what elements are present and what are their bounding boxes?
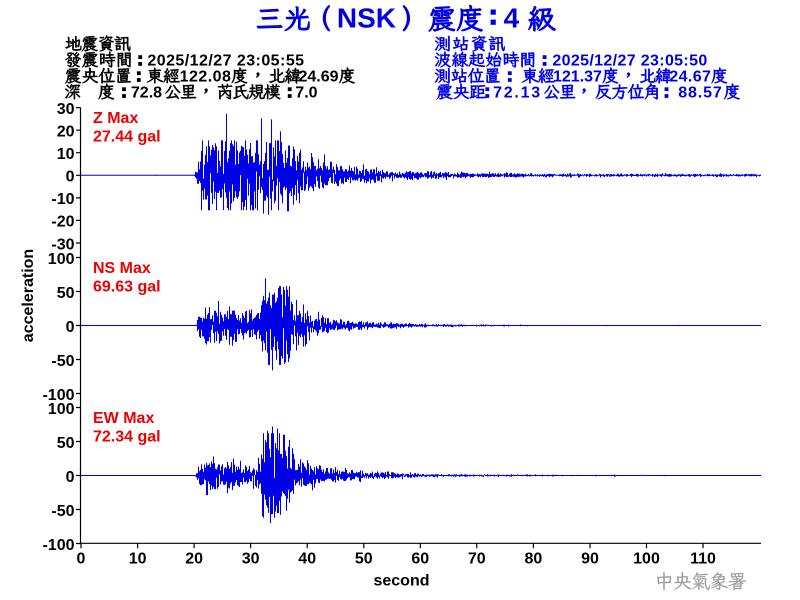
- svg-text:30: 30: [242, 551, 260, 568]
- svg-text:-50: -50: [51, 503, 74, 520]
- svg-text:4: 4: [504, 3, 520, 34]
- svg-text:69.63 gal: 69.63 gal: [93, 278, 161, 295]
- svg-text:24.69: 24.69: [299, 69, 339, 86]
- svg-text:10: 10: [57, 146, 75, 163]
- svg-text:50: 50: [355, 551, 373, 568]
- svg-text:0: 0: [66, 319, 75, 336]
- svg-text:7.0: 7.0: [295, 85, 317, 102]
- svg-text:24.67: 24.67: [669, 69, 711, 86]
- svg-text:-10: -10: [51, 191, 74, 208]
- svg-text:50: 50: [57, 435, 75, 452]
- svg-text:88.57: 88.57: [678, 85, 723, 102]
- svg-text:100: 100: [48, 251, 75, 268]
- svg-text:EW Max: EW Max: [93, 410, 154, 427]
- svg-text:2025/12/27 23:05:55: 2025/12/27 23:05:55: [147, 53, 304, 70]
- svg-text:70: 70: [468, 551, 486, 568]
- svg-text:72.34 gal: 72.34 gal: [93, 428, 161, 445]
- svg-text:27.44 gal: 27.44 gal: [93, 129, 161, 146]
- svg-text:122.08: 122.08: [180, 69, 232, 86]
- svg-text:-20: -20: [51, 214, 74, 231]
- svg-text:-100: -100: [42, 537, 74, 554]
- svg-text:20: 20: [57, 124, 75, 141]
- svg-text:100: 100: [48, 401, 75, 418]
- svg-text:-100: -100: [42, 387, 74, 404]
- svg-text:20: 20: [185, 551, 203, 568]
- svg-text:-50: -50: [51, 353, 74, 370]
- svg-text:NSK: NSK: [337, 3, 396, 34]
- svg-text:72.13: 72.13: [493, 85, 542, 102]
- svg-text:0: 0: [77, 551, 86, 568]
- svg-text:80: 80: [525, 551, 543, 568]
- svg-text:30: 30: [57, 101, 75, 118]
- svg-text:10: 10: [129, 551, 147, 568]
- svg-text:0: 0: [66, 169, 75, 186]
- svg-text:60: 60: [411, 551, 429, 568]
- svg-text:-30: -30: [51, 236, 74, 253]
- svg-text:90: 90: [581, 551, 599, 568]
- svg-text:110: 110: [690, 551, 716, 568]
- svg-text:0: 0: [66, 469, 75, 486]
- svg-text:72.8: 72.8: [131, 85, 162, 102]
- svg-text:acceleration: acceleration: [20, 249, 37, 342]
- svg-text:50: 50: [57, 285, 75, 302]
- svg-text:second: second: [373, 573, 429, 590]
- svg-text:Z Max: Z Max: [93, 110, 138, 127]
- svg-text:121.37: 121.37: [553, 69, 602, 86]
- svg-text:40: 40: [298, 551, 316, 568]
- svg-text:2025/12/27 23:05:50: 2025/12/27 23:05:50: [552, 53, 707, 70]
- svg-text:NS Max: NS Max: [93, 260, 151, 277]
- svg-text:100: 100: [633, 551, 660, 568]
